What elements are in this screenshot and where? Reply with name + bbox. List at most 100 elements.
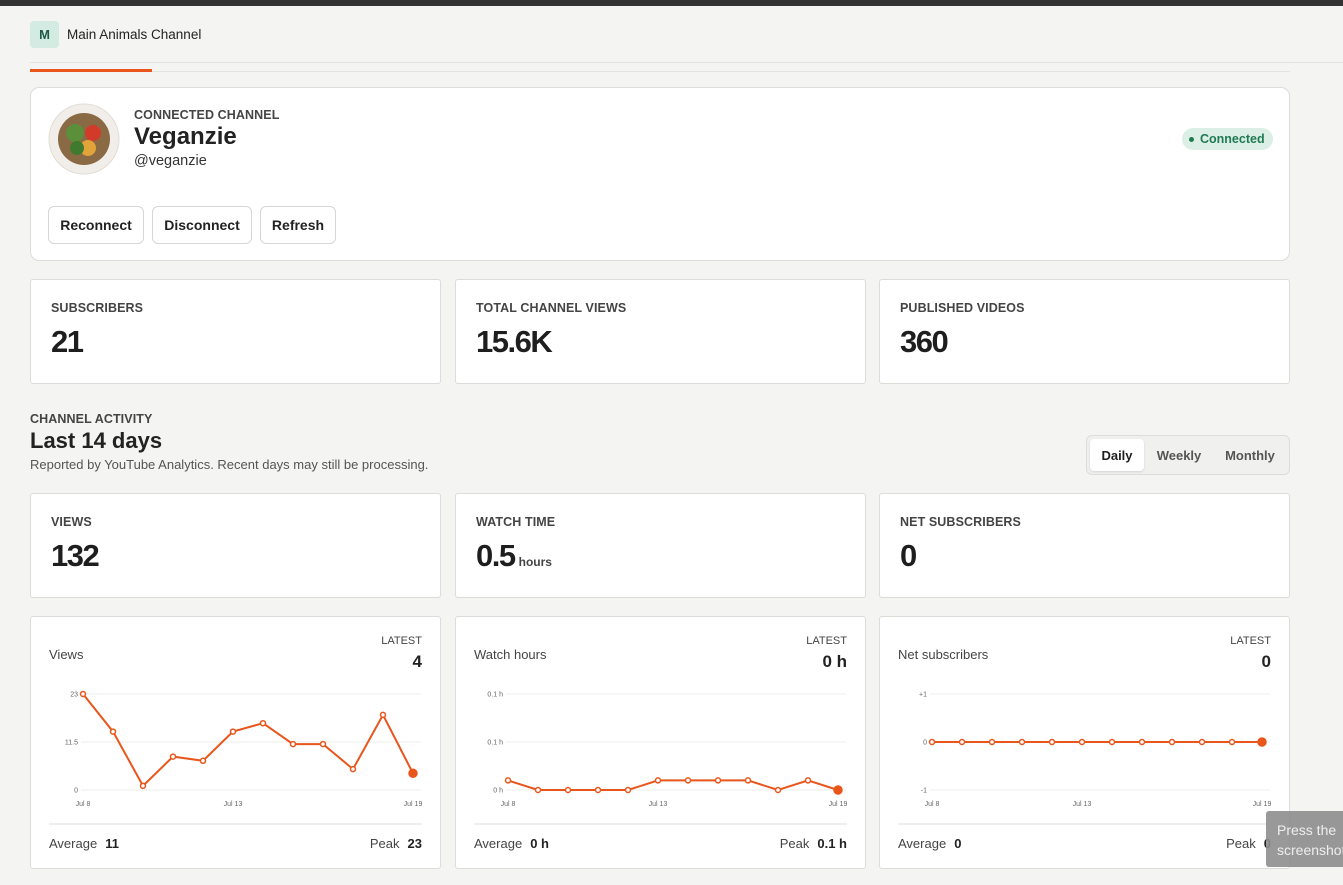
y-tick-label: 0 <box>923 740 927 747</box>
avatar <box>48 103 120 175</box>
stat-value: 132 <box>51 538 100 573</box>
divider <box>30 62 1343 63</box>
point <box>1078 738 1086 746</box>
point <box>654 777 662 784</box>
stat-card: TOTAL CHANNEL VIEWS 15.6K <box>455 279 866 384</box>
eyebrow: CHANNEL ACTIVITY <box>30 412 153 426</box>
average: Average 0 <box>898 836 961 851</box>
point <box>259 719 267 727</box>
tab-underline <box>30 69 152 72</box>
stat-row: 360 <box>900 324 949 360</box>
point <box>349 765 357 773</box>
chart-card: Views LATEST 4 0 11.5 23 Jul 8 Jul 13 Jul 19 Aver… <box>30 616 441 869</box>
point <box>564 786 572 794</box>
button[interactable]: Reconnect <box>48 206 144 244</box>
status: Connected <box>1200 132 1265 146</box>
point <box>624 786 632 794</box>
channel-card: CONNECTED CHANNEL Veganzie @veganzie Con… <box>30 87 1290 261</box>
point <box>1048 738 1056 746</box>
chart-title: Watch hours <box>474 647 547 662</box>
stat-row: 132 <box>51 538 100 574</box>
point <box>684 777 692 784</box>
chart: -1 0 +1 Jul 8 Jul 13 Jul 19 <box>898 692 1271 825</box>
y-tick-label: 0.1 h <box>487 740 503 747</box>
point <box>988 738 996 746</box>
latest-label: LATEST <box>806 635 847 647</box>
y-tick-label: -1 <box>921 788 927 795</box>
point <box>1168 738 1176 746</box>
point <box>534 786 542 794</box>
peak-label: Peak <box>1226 836 1256 851</box>
subtitle: Reported by YouTube Analytics. Recent da… <box>30 457 429 472</box>
stat-unit: hours <box>518 555 552 569</box>
stat-label: PUBLISHED VIDEOS <box>900 301 1025 315</box>
tab[interactable]: Monthly <box>1225 447 1275 463</box>
point <box>408 768 418 779</box>
stat-card: NET SUBSCRIBERS 0 <box>879 493 1290 598</box>
point <box>1198 738 1206 746</box>
tabs: Daily Weekly Monthly <box>1086 435 1290 475</box>
peak-label: Peak <box>779 836 810 851</box>
peak-label: Peak <box>369 836 400 851</box>
toast-text: Press the screenshot <box>1277 822 1343 858</box>
point <box>804 777 812 784</box>
stat-row: 0.5 hours <box>476 538 552 574</box>
stat-value: 21 <box>51 324 84 359</box>
tab[interactable]: Weekly <box>1156 447 1202 463</box>
point <box>714 777 722 784</box>
average: Average 0 h <box>474 836 549 851</box>
channel-title: Veganzie <box>134 123 237 150</box>
point <box>744 777 752 784</box>
top-bar <box>0 0 1343 6</box>
x-tick-label: Jul 8 <box>501 801 516 808</box>
y-tick-label: 23 <box>70 692 78 699</box>
average-label: Average <box>898 836 947 851</box>
chart: 0 h 0.1 h 0.1 h Jul 8 Jul 13 Jul 19 <box>474 692 847 825</box>
peak-value: 0.1 h <box>817 836 847 851</box>
point <box>199 757 207 765</box>
average-label: Average <box>49 836 98 851</box>
point <box>928 738 936 746</box>
average-value: 11 <box>105 836 119 851</box>
status-pill: Connected <box>1182 128 1273 150</box>
point <box>774 786 782 794</box>
chart-title: Views <box>49 647 84 662</box>
section-title: Last 14 days <box>30 428 163 453</box>
tab[interactable]: Daily <box>1090 439 1144 471</box>
peak: Peak 23 <box>370 836 422 851</box>
x-tick-label: Jul 8 <box>76 801 91 808</box>
latest-value: 0 <box>1261 652 1271 671</box>
eyebrow: CONNECTED CHANNEL <box>134 108 280 122</box>
point <box>289 740 297 748</box>
button[interactable]: Disconnect <box>152 206 252 244</box>
y-tick-label: +1 <box>919 692 927 699</box>
stat-label: WATCH TIME <box>476 515 556 529</box>
y-tick-label: 11.5 <box>65 740 78 747</box>
line <box>82 693 414 788</box>
channel-name[interactable]: Main Animals Channel <box>67 27 202 42</box>
point <box>833 785 843 795</box>
button[interactable]: Refresh <box>260 206 336 244</box>
stat-label: NET SUBSCRIBERS <box>900 515 1021 529</box>
point <box>109 728 117 735</box>
point <box>1228 738 1236 746</box>
stat-label: TOTAL CHANNEL VIEWS <box>476 301 627 315</box>
point <box>139 782 147 790</box>
stat-value: 360 <box>900 324 949 359</box>
point <box>319 740 327 748</box>
latest-value: 0 h <box>822 652 847 671</box>
stat-card: SUBSCRIBERS 21 <box>30 279 441 384</box>
chart-title: Net subscribers <box>898 647 989 662</box>
point <box>1108 738 1116 746</box>
stat-row: 15.6K <box>476 324 553 360</box>
average-value: 0 h <box>530 836 549 851</box>
toast: Press the screenshot <box>1266 811 1343 867</box>
x-tick-label: Jul 13 <box>224 801 243 808</box>
peak-value: 23 <box>407 836 422 851</box>
x-tick-label: Jul 13 <box>649 801 668 808</box>
x-tick-label: Jul 8 <box>925 801 940 808</box>
x-tick-label: Jul 13 <box>1073 801 1092 808</box>
y-tick-label: 0 <box>74 788 78 795</box>
line <box>507 779 839 792</box>
badge: M <box>30 21 59 48</box>
